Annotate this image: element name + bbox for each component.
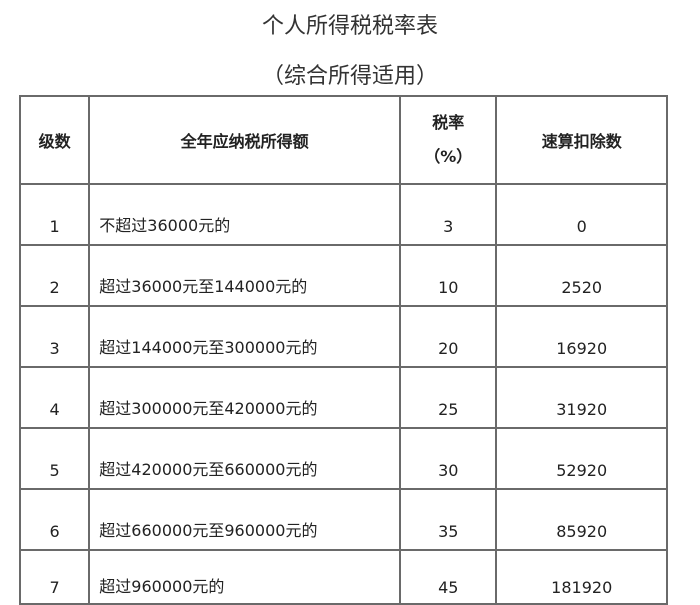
cell-rate: 30	[399, 427, 498, 490]
cell-rate: 45	[399, 549, 498, 605]
header-rate: 税率 （%）	[399, 95, 498, 185]
header-income: 全年应纳税所得额	[88, 95, 402, 185]
cell-rate: 25	[399, 366, 498, 429]
cell-level: 5	[18, 427, 91, 490]
cell-rate: 10	[399, 244, 498, 307]
table-row: 2 超过36000元至144000元的 10 2520	[18, 244, 668, 307]
cell-level: 1	[18, 183, 91, 246]
cell-rate: 20	[399, 305, 498, 368]
table-row: 5 超过420000元至660000元的 30 52920	[18, 427, 668, 490]
cell-deduction: 2520	[495, 244, 668, 307]
cell-deduction: 31920	[495, 366, 668, 429]
document-subtitle: （综合所得适用）	[261, 64, 438, 89]
table-row: 7 超过960000元的 45 181920	[18, 549, 668, 605]
cell-range: 超过660000元至960000元的	[88, 488, 402, 551]
header-level: 级数	[18, 95, 91, 185]
cell-deduction: 0	[495, 183, 668, 246]
header-rate-line2: （%）	[424, 147, 473, 166]
cell-range: 不超过36000元的	[88, 183, 402, 246]
cell-range: 超过420000元至660000元的	[88, 427, 402, 490]
table-row: 3 超过144000元至300000元的 20 16920	[18, 305, 668, 368]
table-row: 6 超过660000元至960000元的 35 85920	[18, 488, 668, 551]
cell-rate: 3	[399, 183, 498, 246]
table-row: 4 超过300000元至420000元的 25 31920	[18, 366, 668, 429]
cell-level: 7	[18, 549, 91, 605]
cell-range: 超过960000元的	[88, 549, 402, 605]
cell-deduction: 85920	[495, 488, 668, 551]
table-row: 1 不超过36000元的 3 0	[18, 183, 668, 246]
cell-level: 3	[18, 305, 91, 368]
cell-level: 4	[18, 366, 91, 429]
cell-level: 2	[18, 244, 91, 307]
cell-range: 超过144000元至300000元的	[88, 305, 402, 368]
cell-rate: 35	[399, 488, 498, 551]
cell-level: 6	[18, 488, 91, 551]
cell-range: 超过300000元至420000元的	[88, 366, 402, 429]
table-header-row: 级数 全年应纳税所得额 税率 （%） 速算扣除数	[18, 95, 668, 185]
cell-deduction: 16920	[495, 305, 668, 368]
tax-rate-table: 级数 全年应纳税所得额 税率 （%） 速算扣除数 1 不超过36000元的 3 0 2 超…	[18, 95, 668, 605]
header-rate-line1: 税率	[432, 113, 465, 132]
cell-deduction: 181920	[495, 549, 668, 605]
document-title: 个人所得税税率表	[261, 14, 438, 39]
cell-range: 超过36000元至144000元的	[88, 244, 402, 307]
header-deduction: 速算扣除数	[495, 95, 668, 185]
cell-deduction: 52920	[495, 427, 668, 490]
